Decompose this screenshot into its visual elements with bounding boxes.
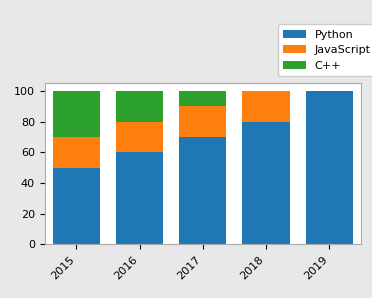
Bar xyxy=(305,91,353,244)
Bar xyxy=(52,137,100,168)
Bar xyxy=(179,91,227,106)
Bar xyxy=(116,122,163,152)
Bar xyxy=(116,152,163,244)
Bar xyxy=(179,137,227,244)
Bar xyxy=(116,91,163,122)
Bar xyxy=(52,168,100,244)
Legend: Python, JavaScript, C++: Python, JavaScript, C++ xyxy=(278,24,372,76)
Bar xyxy=(52,91,100,137)
Bar xyxy=(179,106,227,137)
Bar xyxy=(242,122,290,244)
Bar xyxy=(242,91,290,122)
